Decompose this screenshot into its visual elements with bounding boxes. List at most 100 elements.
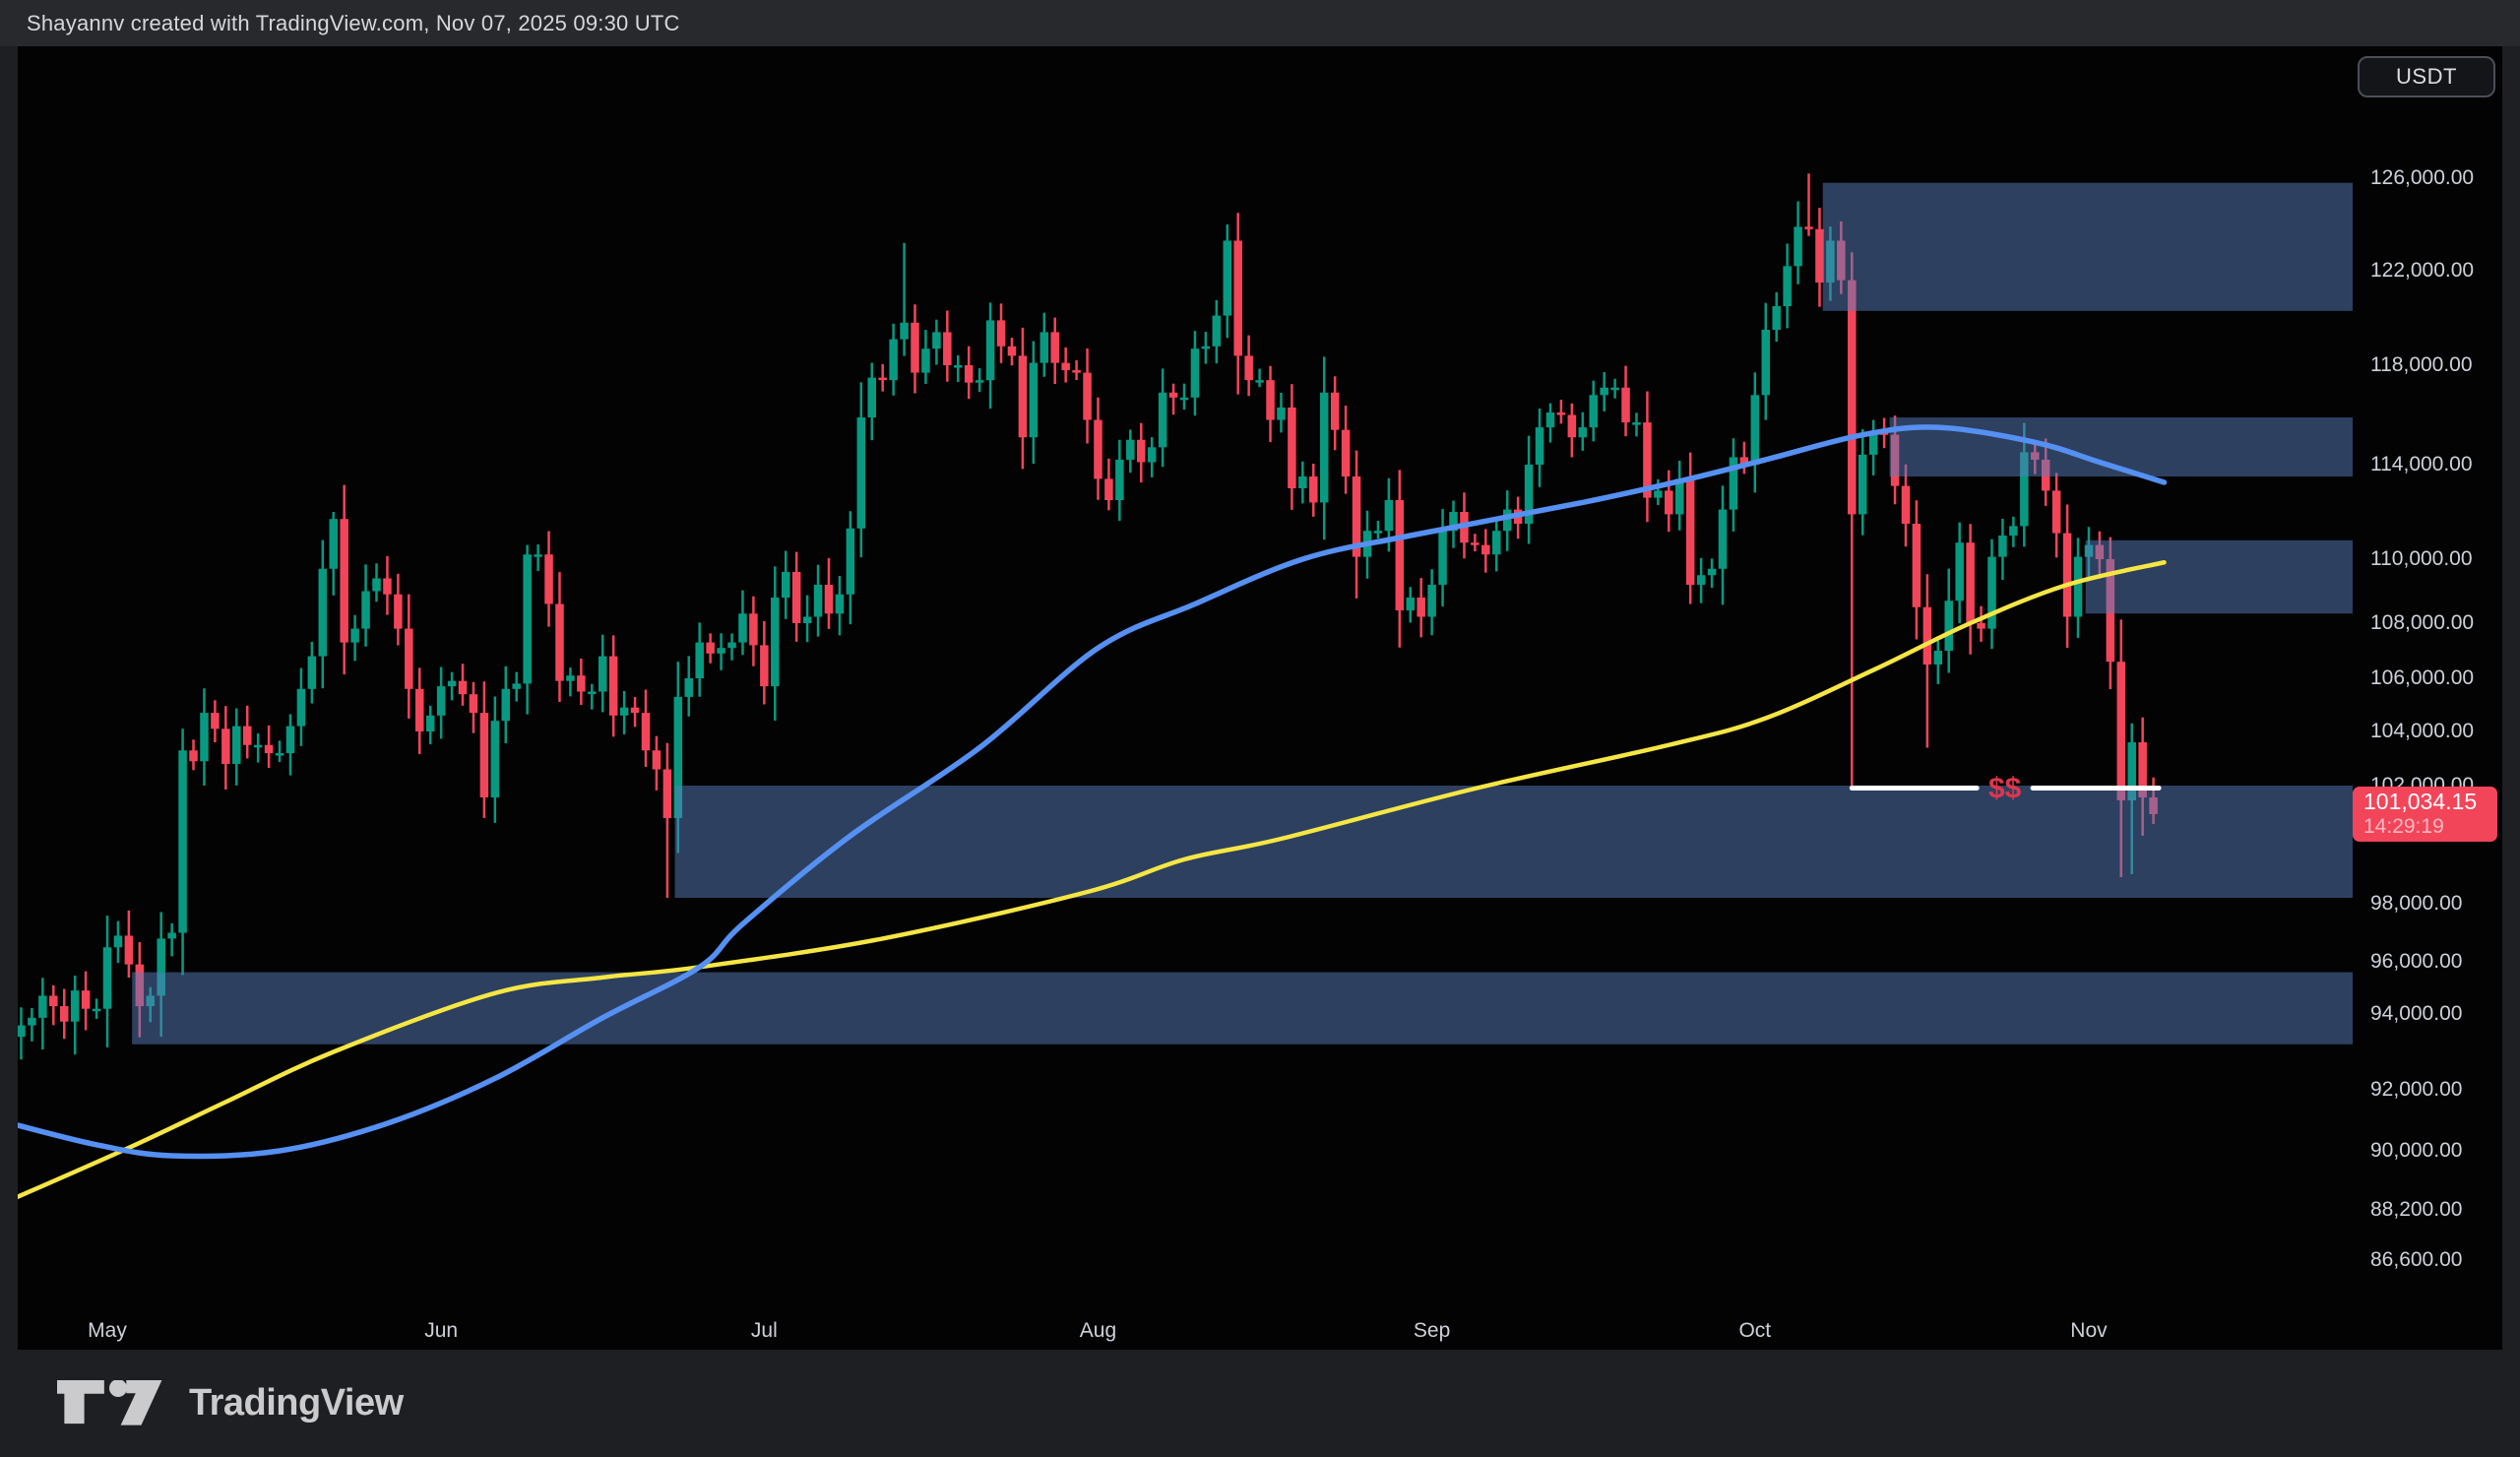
chart-canvas[interactable]: $$ [18,46,2502,1350]
candle-body [835,594,845,614]
candle-body [211,713,220,729]
candle-body [1674,478,1684,515]
candle-body [749,613,758,646]
candle-body [1244,355,1253,381]
candle-body [608,656,618,716]
candle-body [673,696,683,818]
candle-body [1104,478,1113,500]
candle-body [70,990,80,1022]
candle-body [1481,544,1490,555]
candle-body [791,572,801,623]
candle-body [1147,447,1157,463]
header-bar: Shayannv created with TradingView.com, N… [0,0,2520,46]
candle-body [296,688,306,727]
price-axis-label: 90,000.00 [2370,1139,2463,1162]
candle-body [1707,568,1717,576]
candle-body [727,642,736,649]
candle-body [1750,395,1760,465]
candle-body [1567,414,1577,438]
candle-body [555,603,564,681]
candle-body [1848,280,1857,515]
candle-body [695,642,704,678]
price-axis-label: 106,000.00 [2370,666,2475,689]
candle-body [1600,387,1608,396]
candle-body [1406,598,1415,610]
candle-body [92,1008,101,1012]
candle-body [1772,306,1781,330]
candle-body [1578,427,1588,438]
candle-body [501,688,511,722]
candle-body [652,750,662,770]
candle-body [1190,348,1200,398]
last-price-badge: 101,034.15 14:29:19 [2353,786,2497,842]
supply-demand-zone[interactable] [132,972,2353,1045]
tradingview-logo[interactable]: TradingView [57,1379,404,1427]
candle-body [1298,476,1307,488]
candle-body [2116,662,2126,800]
candle-body [1977,623,1985,629]
candle-body [1868,432,1878,455]
supply-demand-zone[interactable] [2085,539,2353,614]
candle-body [619,707,629,716]
candle-body [18,1025,26,1038]
supply-demand-zone[interactable] [674,786,2353,898]
supply-demand-zone[interactable] [1822,182,2353,311]
price-axis-label: 98,000.00 [2370,892,2463,915]
candle-body [2051,490,2061,534]
candle-body [932,332,941,349]
candle-body [2073,556,2083,617]
attribution-text: Shayannv created with TradingView.com, N… [27,10,680,35]
candle-body [813,585,823,617]
candle-body [1815,228,1824,283]
price-axis-label: 110,000.00 [2370,547,2473,570]
price-axis-label: 88,200.00 [2370,1198,2463,1221]
tradingview-logo-icon [57,1379,162,1425]
candle-body [706,642,715,654]
candle-body [867,377,876,418]
candle-body [1438,531,1447,585]
candle-body [781,572,790,598]
candle-body [1654,490,1663,498]
candle-body [372,578,381,592]
candle-body [81,990,91,1009]
candle-body [1471,542,1480,545]
candle-body [405,628,413,689]
candle-body [1115,459,1124,500]
time-axis-label: Nov [2070,1319,2108,1342]
price-axis-label: 118,000.00 [2370,353,2473,376]
candle-body [1288,407,1296,488]
candle-body [232,726,241,764]
candle-body [2127,742,2136,800]
candle-body [598,656,607,692]
time-axis-label: Sep [1413,1319,1451,1342]
candle-body [1535,427,1544,465]
candle-body [911,322,919,373]
chart-area[interactable]: $$ [18,46,2502,1350]
candle-body [1998,536,2007,557]
candle-body [1040,332,1049,363]
candle-body [577,675,586,692]
candle-body [1029,362,1039,438]
candle-body [1168,392,1178,398]
candle-body [1589,395,1598,428]
candle-body [738,613,747,643]
candle-body [512,683,521,689]
candle-body [878,377,887,381]
candle-body [1201,346,1211,349]
price-axis-label: 114,000.00 [2370,453,2473,475]
candle-body [1901,485,1911,524]
candle-body [340,519,348,643]
candle-body [1966,542,1975,623]
candlestick-series [18,173,2158,1060]
candle-body [479,713,489,797]
dollar-annotation[interactable]: $$ [1988,773,2022,805]
candle-body [964,365,974,383]
candle-body [943,332,952,365]
price-axis-label: 108,000.00 [2370,611,2475,634]
candle-body [436,686,446,716]
candle-body [38,995,47,1018]
quote-currency-button[interactable]: USDT [2358,56,2495,97]
ma-slow-line [18,560,2167,1200]
footer-bar: TradingView [0,1350,2520,1457]
candle-body [1126,439,1135,460]
